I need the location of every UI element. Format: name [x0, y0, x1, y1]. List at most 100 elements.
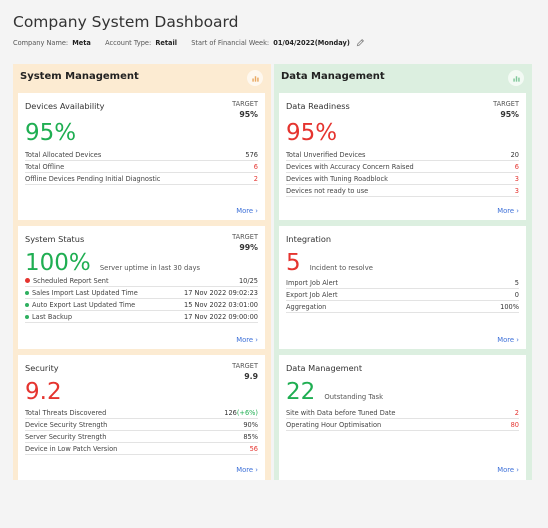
- table-row: Export Job Alert 0: [286, 289, 519, 301]
- integration-card: Integration 5 Incident to resolve Import…: [279, 226, 526, 349]
- row-value: 85%: [243, 432, 258, 441]
- row-label: Total Offline: [25, 162, 65, 171]
- more-link[interactable]: More ›: [236, 207, 258, 215]
- row-value: 15 Nov 2022 03:01:00: [184, 300, 258, 309]
- table-row: Device in Low Patch Version 56: [25, 443, 258, 455]
- metric-rows: Scheduled Report Sent 10/25 Sales Import …: [25, 275, 258, 323]
- card-title: Devices Availability: [25, 101, 105, 111]
- metric-rows: Site with Data before Tuned Date 2 Operat…: [286, 407, 519, 431]
- metric-rows: Import Job Alert 5 Export Job Alert 0 Aggr…: [286, 277, 519, 313]
- row-label-wrap: Scheduled Report Sent: [25, 277, 109, 285]
- row-label: Total Threats Discovered: [25, 408, 107, 417]
- row-value: 2: [253, 174, 258, 183]
- more-link[interactable]: More ›: [497, 336, 519, 344]
- row-label: Devices with Accuracy Concern Raised: [286, 162, 414, 171]
- target-value: 95%: [239, 110, 258, 119]
- row-value: 56: [249, 444, 258, 453]
- devices-availability-card: Devices Availability TARGET 95% 95% Tota…: [18, 93, 265, 220]
- system-status-card: System Status TARGET 99% 100% Server upt…: [18, 226, 265, 349]
- big-metric: 95%: [25, 122, 76, 145]
- row-label: Total Allocated Devices: [25, 150, 102, 159]
- big-metric-caption: Outstanding Task: [324, 393, 384, 401]
- table-row: Last Backup 17 Nov 2022 09:00:00: [25, 311, 258, 323]
- big-metric: 100% Server uptime in last 30 days: [25, 252, 200, 275]
- table-row: Device Security Strength 90%: [25, 419, 258, 431]
- target-value: 9.9: [244, 372, 258, 381]
- table-row: Auto Export Last Updated Time 15 Nov 2022…: [25, 299, 258, 311]
- table-row: Total Allocated Devices 576: [25, 149, 258, 161]
- target-block: TARGET 95%: [493, 100, 519, 119]
- row-label: Export Job Alert: [286, 290, 338, 299]
- big-metric-caption: Incident to resolve: [309, 264, 373, 272]
- target-block: TARGET 99%: [232, 233, 258, 252]
- row-label: Server Security Strength: [25, 432, 107, 441]
- status-dot-icon: [25, 278, 30, 283]
- edit-pencil-icon[interactable]: [356, 38, 365, 47]
- card-title: Data Management: [286, 363, 363, 373]
- big-metric-value: 5: [286, 250, 301, 276]
- company-name-value: Meta: [72, 39, 91, 47]
- target-label: TARGET: [232, 362, 258, 370]
- big-metric-value: 95%: [286, 120, 338, 146]
- big-metric-value: 22: [286, 379, 316, 405]
- target-label: TARGET: [232, 100, 258, 108]
- row-label: Device Security Strength: [25, 420, 108, 429]
- financial-week-value: 01/04/2022(Monday): [273, 39, 350, 47]
- status-dot-icon: [25, 314, 29, 319]
- row-label: Devices with Tuning Roadblock: [286, 174, 388, 183]
- row-value: 20: [510, 150, 519, 159]
- table-row: Total Unverified Devices 20: [286, 149, 519, 161]
- company-name-label: Company Name:: [13, 39, 69, 47]
- big-metric-value: 95%: [25, 120, 77, 146]
- table-row: Site with Data before Tuned Date 2: [286, 407, 519, 419]
- row-value: 0: [514, 290, 519, 299]
- row-label-wrap: Sales Import Last Updated Time: [25, 289, 138, 297]
- row-label: Device in Low Patch Version: [25, 444, 118, 453]
- row-label: Last Backup: [32, 312, 73, 321]
- row-label-wrap: Auto Export Last Updated Time: [25, 301, 135, 309]
- table-row: Devices with Accuracy Concern Raised 6: [286, 161, 519, 173]
- table-row: Server Security Strength 85%: [25, 431, 258, 443]
- table-row: Import Job Alert 5: [286, 277, 519, 289]
- table-row: Scheduled Report Sent 10/25: [25, 275, 258, 287]
- row-label: Auto Export Last Updated Time: [32, 300, 136, 309]
- row-label: Operating Hour Optimisation: [286, 420, 382, 429]
- data-management-column: Data Management Data Readiness TARGET 95…: [274, 64, 532, 480]
- row-value: 10/25: [238, 276, 258, 285]
- row-value: 3: [514, 174, 519, 183]
- row-label: Offline Devices Pending Initial Diagnost…: [25, 174, 161, 183]
- status-dot-icon: [25, 290, 29, 295]
- big-metric: 95%: [286, 122, 337, 145]
- chart-icon[interactable]: [508, 70, 524, 86]
- big-metric-value: 100%: [25, 250, 91, 276]
- table-row: Operating Hour Optimisation 80: [286, 419, 519, 431]
- system-management-column: System Management Devices Availability T…: [13, 64, 271, 480]
- table-row: Devices not ready to use 3: [286, 185, 519, 197]
- account-type-value: Retail: [155, 39, 177, 47]
- row-label-wrap: Last Backup: [25, 313, 72, 321]
- table-row: Total Offline 6: [25, 161, 258, 173]
- big-metric: 5 Incident to resolve: [286, 252, 373, 275]
- more-link[interactable]: More ›: [497, 207, 519, 215]
- metric-rows: Total Threats Discovered 126(+6%) Device …: [25, 407, 258, 455]
- row-value: 126: [224, 408, 237, 417]
- data-management-card: Data Management 22 Outstanding Task Site…: [279, 355, 526, 480]
- more-link[interactable]: More ›: [497, 466, 519, 474]
- more-link[interactable]: More ›: [236, 336, 258, 344]
- row-value: 2: [514, 408, 519, 417]
- row-label: Scheduled Report Sent: [33, 276, 109, 285]
- table-row: Aggregation 100%: [286, 301, 519, 313]
- security-card: Security TARGET 9.9 9.2 Total Threats Di…: [18, 355, 265, 480]
- account-type-label: Account Type:: [105, 39, 152, 47]
- row-value-wrap: 126(+6%): [224, 409, 258, 417]
- row-value: 100%: [500, 302, 519, 311]
- target-label: TARGET: [232, 233, 258, 241]
- more-link[interactable]: More ›: [236, 466, 258, 474]
- metric-rows: Total Unverified Devices 20 Devices with …: [286, 149, 519, 197]
- chart-icon[interactable]: [247, 70, 263, 86]
- card-title: Data Readiness: [286, 101, 350, 111]
- row-value: 576: [245, 150, 258, 159]
- row-value: 80: [510, 420, 519, 429]
- metric-rows: Total Allocated Devices 576 Total Offline…: [25, 149, 258, 185]
